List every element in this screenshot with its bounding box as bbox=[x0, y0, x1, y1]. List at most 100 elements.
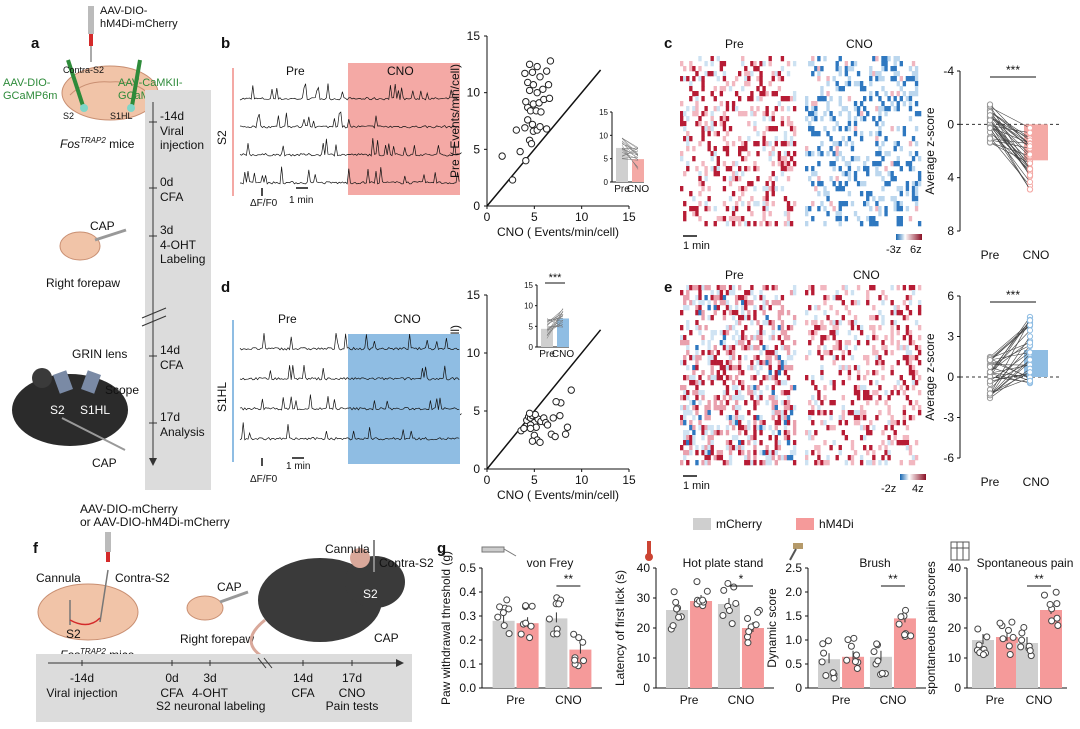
bar-point bbox=[754, 608, 762, 616]
heatmap-cell bbox=[823, 221, 827, 227]
heatmap-cell bbox=[902, 126, 907, 132]
heatmap-cell bbox=[710, 360, 714, 366]
heatmap-cell bbox=[890, 161, 894, 167]
heatmap-cell bbox=[701, 395, 705, 401]
heatmap-cell bbox=[884, 460, 888, 466]
heatmap-cell bbox=[908, 66, 913, 72]
heatmap-cell bbox=[844, 201, 849, 207]
heatmap-cell bbox=[908, 141, 913, 147]
heatmap-cell bbox=[704, 405, 708, 411]
heatmap-cell bbox=[783, 211, 788, 217]
heatmap-cell bbox=[774, 300, 778, 306]
pair-line bbox=[989, 316, 1031, 374]
heatmap-cell bbox=[713, 171, 717, 177]
heatmap-cell bbox=[707, 285, 711, 291]
heatmap-cell bbox=[753, 375, 757, 381]
heatmap-cell bbox=[866, 355, 870, 361]
heatmap-cell bbox=[747, 420, 751, 426]
inset-y-label: 15 bbox=[599, 108, 608, 117]
heatmap-cell bbox=[783, 435, 788, 441]
bar bbox=[1040, 610, 1062, 688]
heatmap-cell bbox=[911, 370, 916, 376]
heatmap-cell bbox=[835, 455, 839, 461]
heatmap-cell bbox=[768, 56, 772, 62]
bar-y-tick-label: 30 bbox=[948, 591, 962, 605]
heatmap-cell bbox=[734, 310, 739, 316]
heatmap-cell bbox=[734, 395, 739, 401]
heatmap-cell bbox=[759, 295, 763, 301]
heatmap-cell bbox=[914, 191, 919, 197]
heatmap-cell bbox=[774, 425, 778, 431]
heatmap-cell bbox=[698, 116, 702, 122]
heatmap-cell bbox=[847, 171, 852, 177]
heatmap-cell bbox=[747, 450, 751, 456]
heatmap-cell bbox=[741, 216, 745, 222]
bar-category-label: Pre bbox=[986, 693, 1005, 707]
cno-label-b: CNO bbox=[387, 64, 414, 78]
bar-y-tick-label: 0.4 bbox=[459, 585, 476, 599]
heatmap-cell bbox=[814, 385, 818, 391]
heatmap-cell bbox=[811, 420, 815, 426]
heatmap-cell bbox=[832, 116, 836, 122]
heatmap-cell bbox=[716, 375, 720, 381]
heatmap-cell bbox=[759, 360, 763, 366]
heatmap-cell bbox=[826, 106, 830, 112]
heatmap-cell bbox=[835, 86, 839, 92]
heatmap-cell bbox=[777, 415, 782, 421]
heatmap-cell bbox=[738, 186, 742, 192]
inset-pair-line bbox=[546, 314, 564, 337]
heatmap-cell bbox=[884, 345, 888, 351]
heatmap-cell bbox=[722, 345, 727, 351]
heatmap-cell bbox=[838, 66, 842, 72]
heatmap-cell bbox=[820, 420, 824, 426]
heatmap-cell bbox=[780, 320, 785, 326]
heatmap-cell bbox=[853, 121, 858, 127]
heatmap-cell bbox=[713, 71, 717, 77]
heatmap-cell bbox=[853, 320, 858, 326]
heatmap-cell bbox=[686, 405, 690, 411]
heatmap-cell bbox=[847, 191, 852, 197]
heatmap-cell bbox=[692, 370, 696, 376]
heatmap-cell bbox=[731, 425, 736, 431]
heatmap-cell bbox=[753, 450, 757, 456]
heatmap-cell bbox=[686, 395, 690, 401]
heatmap-cell bbox=[847, 136, 852, 142]
bar-point bbox=[1054, 622, 1062, 630]
heatmap-cell bbox=[786, 151, 791, 157]
heatmap-cell bbox=[859, 136, 864, 142]
heatmap-cell bbox=[844, 161, 849, 167]
heatmap-cell bbox=[695, 166, 699, 172]
heatmap-cell bbox=[838, 206, 842, 212]
brain-f-s2: S2 bbox=[66, 627, 81, 641]
heatmap-cell bbox=[866, 166, 870, 172]
heatmap-cell bbox=[841, 136, 845, 142]
heatmap-cell bbox=[731, 161, 736, 167]
heatmap-cell bbox=[689, 66, 693, 72]
heatmap-cell bbox=[872, 425, 876, 431]
heatmap-cell bbox=[811, 131, 815, 137]
heatmap-cell bbox=[722, 116, 727, 122]
heatmap-cell bbox=[719, 216, 724, 222]
heatmap-cell bbox=[899, 310, 903, 316]
heatmap-cell bbox=[869, 420, 873, 426]
heatmap-cell bbox=[713, 330, 717, 336]
heatmap-cell bbox=[680, 111, 684, 117]
heatmap-cell bbox=[725, 430, 730, 436]
heatmap-cell bbox=[783, 141, 788, 147]
heatmap-cell bbox=[908, 460, 913, 466]
heatmap-cell bbox=[896, 56, 900, 62]
paw-f-illustration bbox=[186, 595, 224, 621]
heatmap-cell bbox=[716, 370, 720, 376]
heatmap-cell bbox=[841, 350, 845, 356]
data-point bbox=[552, 398, 560, 406]
heatmap-cell bbox=[686, 460, 690, 466]
timeline-day: 17d bbox=[342, 671, 362, 685]
heatmap-cell bbox=[872, 370, 876, 376]
heatmap-cell bbox=[722, 285, 727, 291]
heatmap-cell bbox=[744, 355, 748, 361]
heatmap-cell bbox=[710, 370, 714, 376]
heatmap-cell bbox=[774, 460, 778, 466]
pre-point bbox=[986, 356, 994, 364]
heatmap-cell bbox=[823, 191, 827, 197]
timeline-event: CNO bbox=[339, 686, 366, 700]
